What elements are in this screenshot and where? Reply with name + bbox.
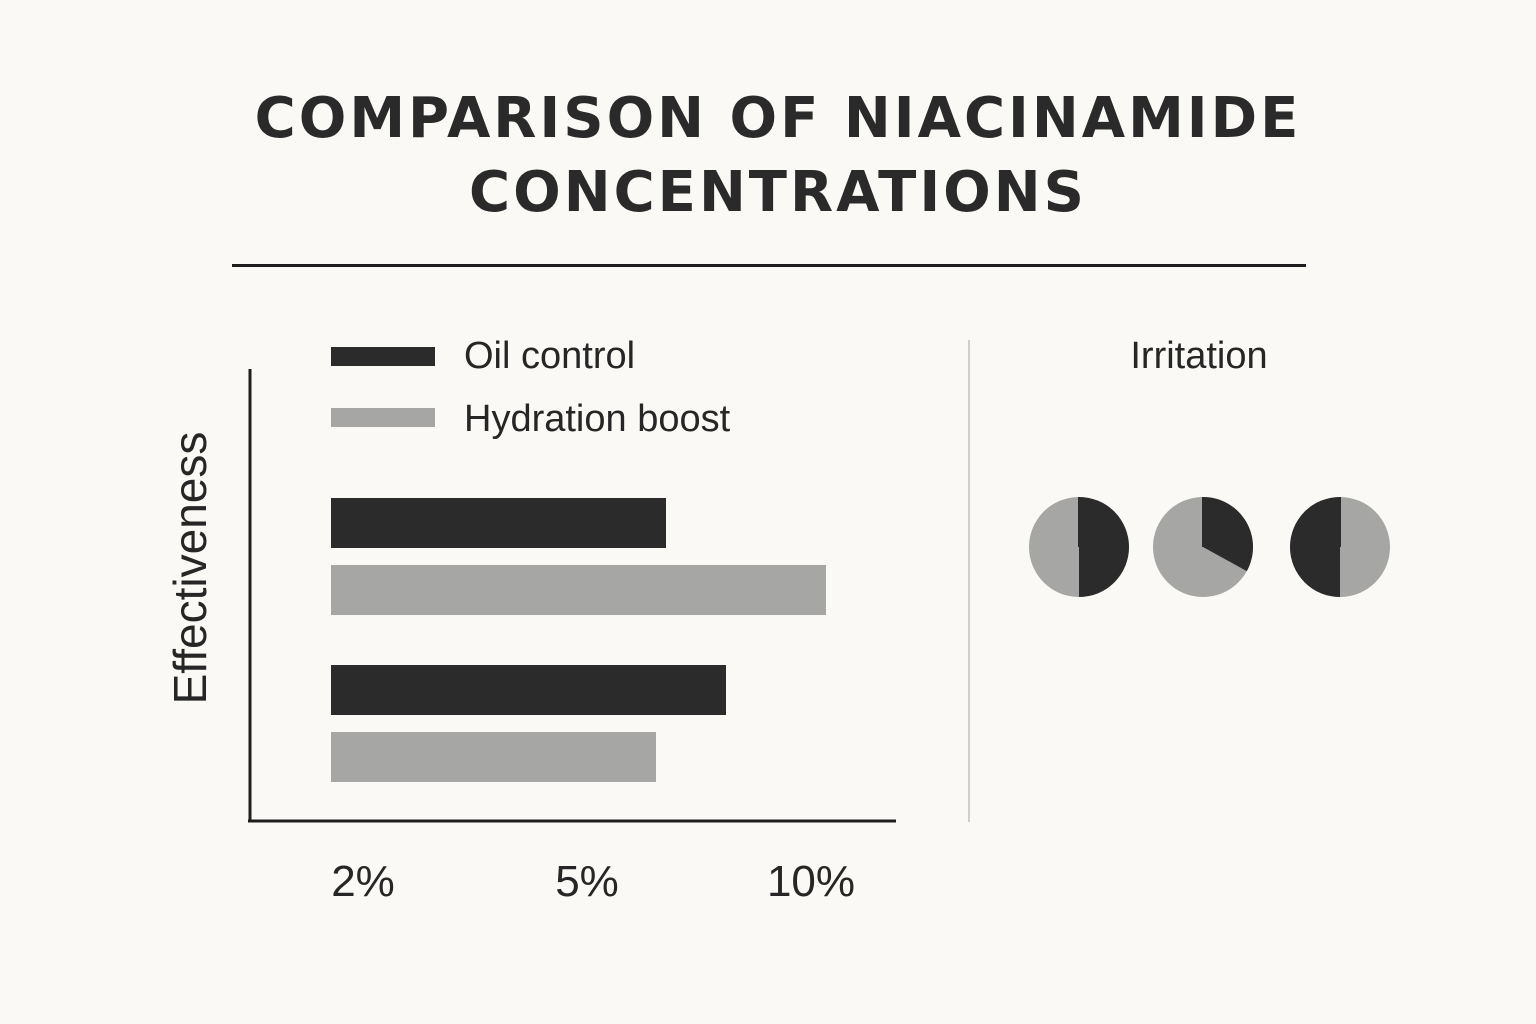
bar-oil-control-group-2: [331, 665, 726, 715]
pies-group: [1029, 497, 1390, 597]
irritation-title: Irritation: [1130, 335, 1268, 377]
chart-title-line-1: COMPARISON OF NIACINAMIDE: [254, 86, 1302, 151]
bar-hydration-boost-group-2: [331, 732, 656, 782]
pie-1-dark-slice: [1079, 497, 1129, 597]
legend-swatch-hydration-boost: [331, 408, 435, 427]
irritation-pie-1: [1029, 497, 1129, 597]
bar-oil-control-group-1: [331, 498, 666, 548]
legend-label-hydration-boost: Hydration boost: [464, 398, 731, 440]
pie-3-dark-slice: [1290, 497, 1340, 597]
chart-title-line-2: CONCENTRATIONS: [469, 160, 1087, 225]
panel-divider: [968, 340, 970, 822]
bars-group: [331, 498, 826, 782]
irritation-pie-2: [1153, 497, 1254, 597]
legend-label-oil-control: Oil control: [464, 335, 636, 377]
x-tick-label-5pct: 5%: [555, 857, 619, 906]
bar-hydration-boost-group-1: [331, 565, 826, 615]
pie-2-dark-slice: [1203, 497, 1254, 572]
x-tick-label-10pct: 10%: [766, 857, 856, 906]
title-divider: [232, 264, 1306, 267]
legend-swatch-oil-control: [331, 347, 435, 366]
irritation-pie-3: [1290, 497, 1390, 597]
x-tick-label-2pct: 2%: [331, 857, 395, 906]
